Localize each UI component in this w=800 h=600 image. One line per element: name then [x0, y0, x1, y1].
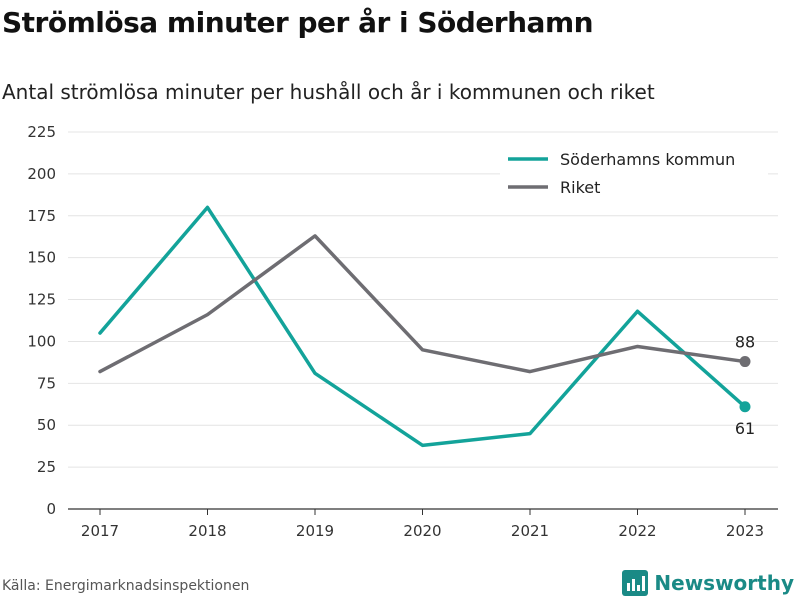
end-label-söderhamns-kommun: 61	[735, 419, 755, 438]
legend-label: Riket	[560, 178, 600, 197]
brand-logo: Newsworthy	[622, 568, 794, 598]
series-line-söderhamns-kommun	[98, 205, 747, 448]
x-tick-label: 2022	[618, 522, 656, 540]
chart-title: Strömlösa minuter per år i Söderhamn	[2, 6, 594, 39]
legend-label: Söderhamns kommun	[560, 150, 735, 169]
end-label-riket: 88	[735, 333, 755, 352]
series-lines: 61 88	[98, 205, 755, 448]
y-tick-label: 100	[27, 332, 56, 350]
y-tick-label: 50	[37, 416, 56, 434]
y-tick-label: 75	[37, 374, 56, 392]
series-line-riket	[98, 234, 747, 374]
x-tick-label: 2019	[296, 522, 334, 540]
y-tick-label: 175	[27, 207, 56, 225]
source-note: Källa: Energimarknadsinspektionen	[2, 578, 250, 594]
y-tick-label: 200	[27, 165, 56, 183]
y-tick-label: 150	[27, 249, 56, 267]
brand-name: Newsworthy	[654, 571, 794, 595]
legend: Söderhamns kommun Riket	[500, 144, 768, 206]
chart-subtitle: Antal strömlösa minuter per hushåll och …	[2, 80, 655, 104]
x-tick-label: 2017	[81, 522, 119, 540]
bar-chart-logo-icon	[622, 570, 649, 596]
x-tick-label: 2020	[403, 522, 441, 540]
y-tick-label: 225	[27, 123, 56, 141]
end-point-riket	[739, 356, 751, 368]
end-point-söderhamns-kommun	[739, 401, 751, 413]
y-tick-label: 0	[46, 500, 56, 518]
x-tick-label: 2023	[726, 522, 764, 540]
x-tick-label: 2018	[188, 522, 226, 540]
x-tick-label: 2021	[511, 522, 549, 540]
y-tick-label: 125	[27, 291, 56, 309]
y-tick-label: 25	[37, 458, 56, 476]
legend-background	[500, 144, 768, 206]
axes: 0 25 50 75 100 125 150 175 200 225 2017 2018 2019 202…	[27, 123, 778, 540]
